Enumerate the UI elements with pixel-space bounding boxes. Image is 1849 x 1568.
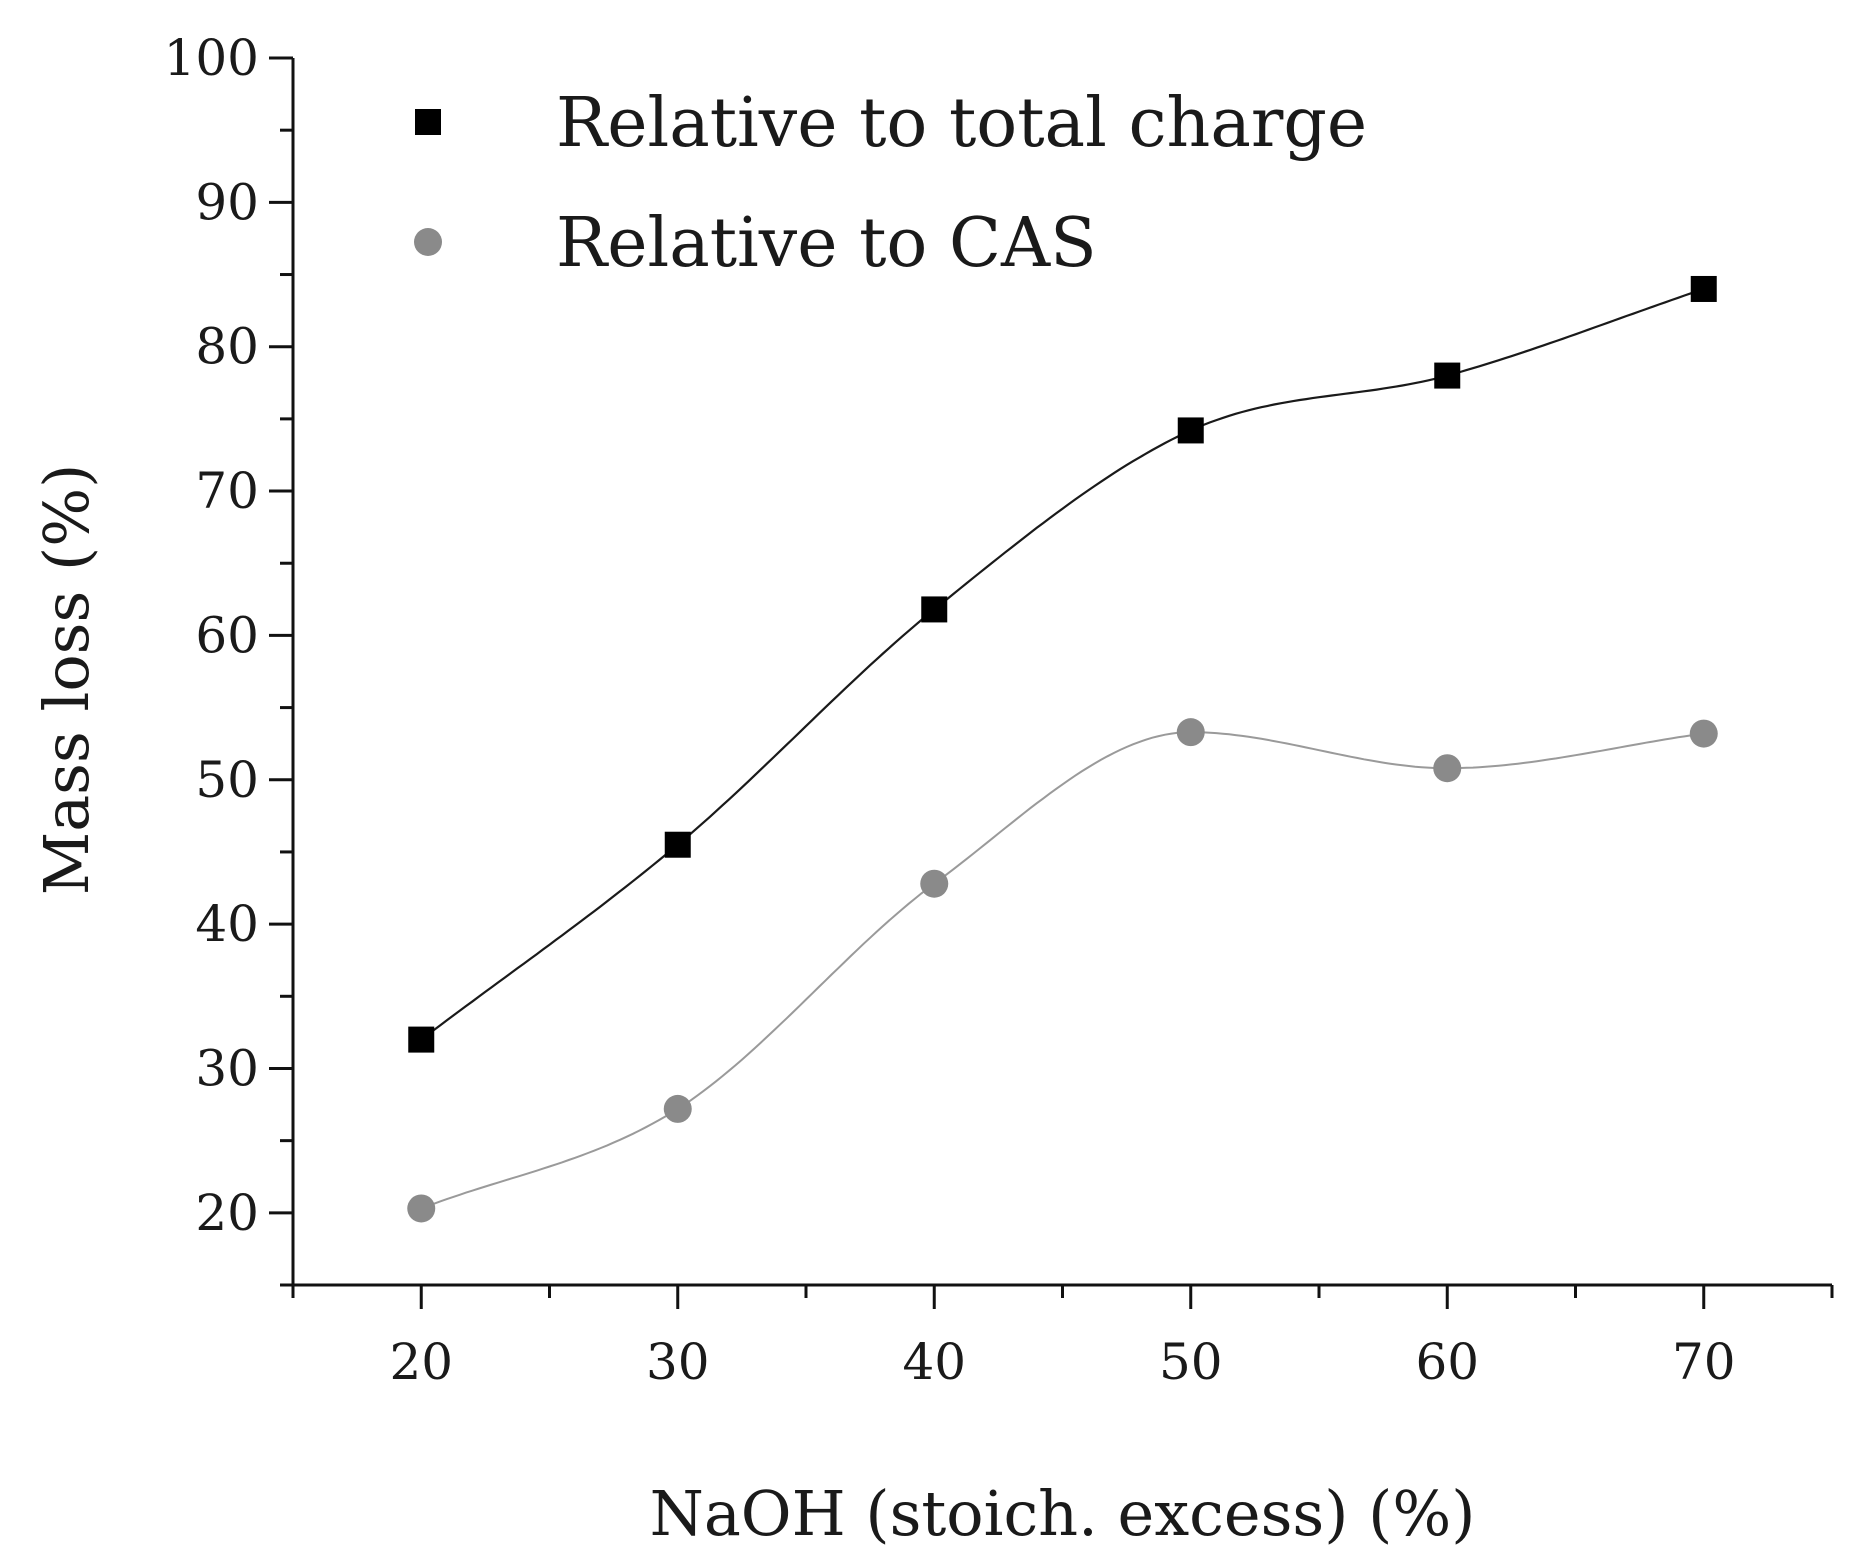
y-axis-title: Mass loss (%) <box>30 464 103 896</box>
data-point-circle <box>1176 718 1205 747</box>
x-tick-label: 40 <box>902 1333 966 1391</box>
data-point-circle <box>663 1094 692 1123</box>
y-tick-label: 20 <box>195 1184 259 1242</box>
y-tick-label: 70 <box>195 462 259 520</box>
y-tick-label: 100 <box>164 29 259 87</box>
y-tick-label: 30 <box>195 1039 259 1097</box>
legend-label: Relative to CAS <box>556 204 1097 283</box>
y-tick-label: 40 <box>195 895 259 953</box>
x-tick-label: 50 <box>1159 1333 1223 1391</box>
x-tick-label: 70 <box>1672 1333 1736 1391</box>
fit-curves <box>420 287 1705 1210</box>
data-point-circle <box>920 869 949 898</box>
x-axis-title: NaOH (stoich. excess) (%) <box>650 1477 1476 1550</box>
legend-square-marker <box>415 109 441 135</box>
legend-label: Relative to total charge <box>556 84 1367 163</box>
data-points <box>407 275 1718 1223</box>
y-tick-label: 90 <box>195 173 259 231</box>
x-tick-label: 20 <box>389 1333 453 1391</box>
data-point-circle <box>407 1194 436 1223</box>
y-tick-label: 80 <box>195 318 259 376</box>
legend-circle-marker <box>414 228 442 256</box>
data-point-circle <box>1433 754 1462 783</box>
fit-curve-series-1 <box>420 287 1705 1041</box>
data-point-square <box>1690 275 1717 302</box>
data-point-circle <box>1689 719 1718 748</box>
y-tick-label: 50 <box>195 751 259 809</box>
legend: Relative to total charge Relative to CAS <box>414 84 1367 283</box>
y-tick-label: 60 <box>195 606 259 664</box>
data-point-square <box>921 596 948 623</box>
data-point-square <box>408 1026 435 1053</box>
data-point-square <box>1177 417 1204 444</box>
data-point-square <box>664 831 691 858</box>
x-tick-label: 60 <box>1415 1333 1479 1391</box>
data-point-square <box>1434 362 1461 389</box>
axes: 20 30 40 50 60 70 80 90 100 20 30 40 50 60 70 <box>164 29 1834 1391</box>
x-tick-label: 30 <box>646 1333 710 1391</box>
fit-curve-series-2 <box>420 731 1704 1210</box>
